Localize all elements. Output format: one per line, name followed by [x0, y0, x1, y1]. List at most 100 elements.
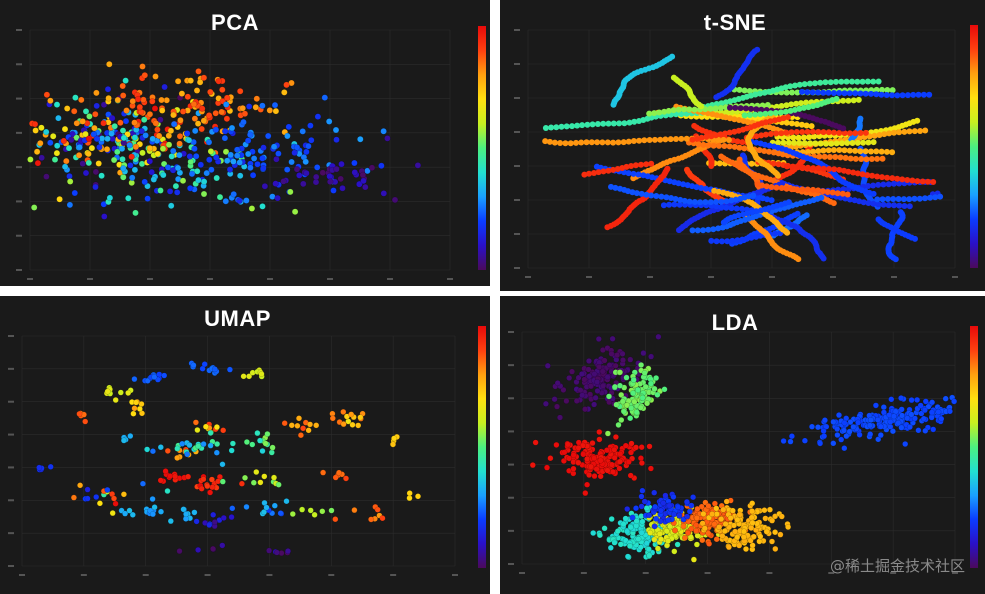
data-point — [683, 498, 690, 505]
x-tick-mark — [19, 574, 25, 576]
data-point — [622, 442, 629, 449]
data-point — [614, 166, 621, 172]
data-point — [799, 129, 806, 135]
data-point — [713, 203, 720, 210]
data-point — [273, 155, 280, 163]
data-point — [801, 437, 808, 444]
data-point — [547, 455, 554, 462]
data-point — [212, 110, 219, 117]
data-point — [616, 458, 623, 465]
data-point — [198, 485, 205, 492]
data-point — [635, 171, 642, 178]
data-point — [122, 77, 129, 84]
data-point — [648, 192, 655, 199]
data-point — [599, 139, 606, 146]
data-point — [174, 445, 181, 452]
data-point — [117, 119, 124, 127]
data-point — [731, 143, 738, 150]
data-point — [749, 542, 756, 549]
data-point — [800, 104, 807, 111]
y-tick-mark — [514, 97, 520, 99]
data-point — [817, 140, 824, 147]
y-tick-mark — [8, 400, 14, 403]
data-point — [810, 186, 816, 193]
data-point — [854, 139, 861, 146]
data-point — [129, 97, 137, 105]
data-point — [296, 172, 303, 179]
data-point — [139, 149, 146, 157]
data-point — [748, 160, 755, 167]
data-point — [676, 201, 683, 208]
data-point — [922, 427, 929, 434]
data-point — [596, 532, 603, 539]
data-point — [640, 172, 647, 179]
data-point — [738, 205, 745, 212]
data-point — [368, 516, 375, 523]
data-point — [95, 160, 102, 167]
data-point — [668, 195, 675, 201]
data-point — [721, 143, 728, 149]
data-point — [780, 437, 787, 444]
data-point — [902, 440, 909, 447]
data-point — [856, 198, 863, 205]
data-point — [616, 465, 623, 472]
data-point — [836, 90, 843, 96]
data-point — [146, 157, 154, 165]
data-point — [757, 90, 763, 97]
data-point — [810, 165, 817, 172]
data-point — [699, 520, 706, 527]
data-point — [192, 152, 200, 160]
data-point — [629, 514, 636, 521]
data-point — [186, 184, 194, 192]
data-point — [643, 191, 650, 198]
data-point — [245, 103, 253, 110]
data-point — [906, 423, 913, 430]
data-point — [179, 177, 187, 184]
y-tick-mark — [508, 496, 514, 499]
data-point — [157, 477, 164, 484]
data-point — [560, 386, 567, 393]
data-point — [872, 402, 879, 409]
data-point — [667, 136, 674, 143]
data-point — [578, 139, 585, 146]
data-point — [61, 163, 69, 171]
data-point — [596, 436, 603, 443]
data-point — [91, 124, 98, 132]
data-point — [665, 537, 672, 544]
data-point — [695, 141, 702, 148]
data-point — [200, 117, 208, 124]
data-point — [811, 133, 818, 140]
data-point — [338, 160, 345, 168]
data-point — [270, 143, 278, 150]
data-point — [722, 130, 729, 137]
data-point — [283, 81, 290, 89]
data-point — [899, 176, 906, 183]
data-point — [763, 183, 770, 190]
x-tick-mark — [387, 278, 393, 280]
data-point — [878, 148, 885, 155]
data-point — [718, 153, 725, 160]
data-point — [705, 226, 712, 233]
data-point — [626, 542, 633, 549]
data-point — [105, 111, 112, 118]
y-tick-mark — [508, 364, 514, 367]
data-point — [804, 186, 811, 193]
data-point — [607, 544, 614, 551]
data-point — [646, 137, 653, 143]
x-tick-mark — [828, 572, 835, 574]
data-point — [739, 236, 746, 243]
data-point — [568, 368, 575, 375]
data-point — [128, 174, 136, 181]
data-point — [584, 481, 591, 488]
data-point — [876, 132, 883, 138]
data-point — [638, 361, 645, 368]
data-point — [195, 443, 202, 450]
data-point — [86, 113, 93, 120]
data-point — [257, 437, 264, 444]
data-point — [718, 100, 725, 107]
data-point — [75, 152, 83, 159]
data-point — [582, 490, 589, 497]
data-point — [788, 101, 795, 108]
y-tick-mark — [8, 565, 14, 567]
data-point — [259, 447, 266, 454]
